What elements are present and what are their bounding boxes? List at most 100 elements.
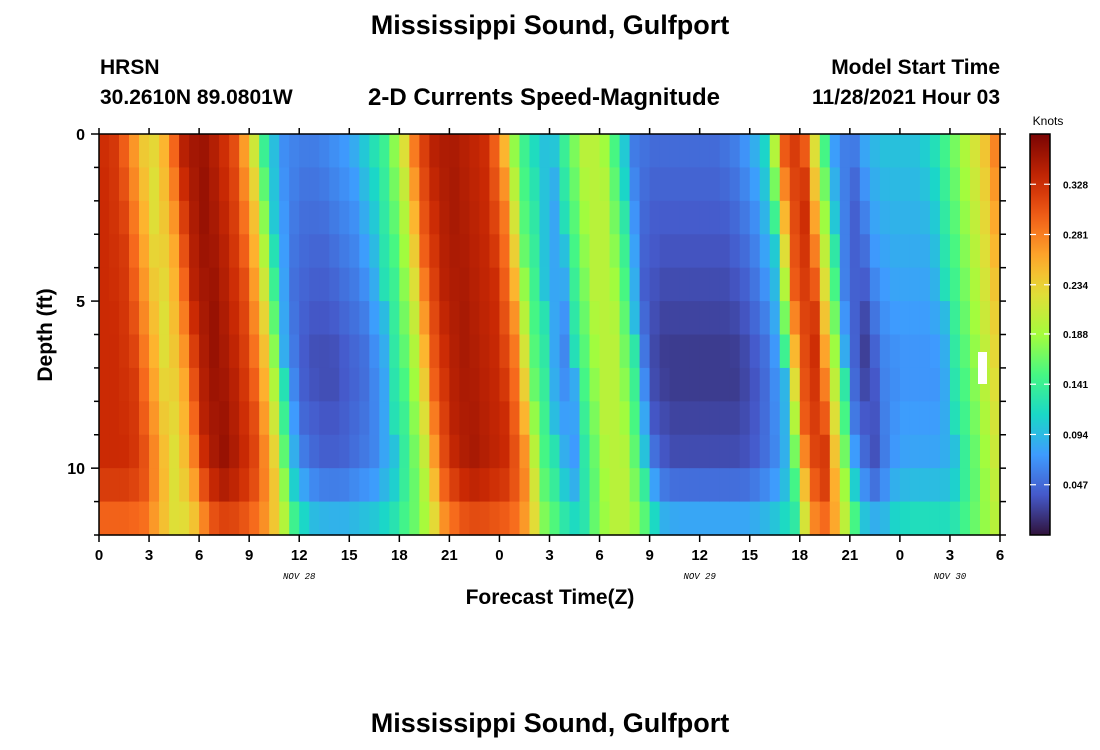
heat-cell (289, 134, 300, 169)
heat-cell (219, 434, 230, 469)
heat-cell (219, 401, 230, 436)
heat-cell (319, 267, 330, 302)
heat-cell (879, 200, 891, 235)
heat-cell (729, 401, 741, 436)
heat-cell (229, 367, 240, 402)
x-tick-label: 12 (691, 547, 708, 564)
model-start-label: Model Start Time (831, 56, 1000, 79)
heat-cell (749, 401, 761, 436)
heat-cell (199, 234, 210, 269)
current-time-marker (978, 352, 987, 384)
heat-cell (599, 200, 611, 235)
heat-cell (639, 367, 651, 402)
heat-cell (229, 334, 240, 369)
heat-cell (959, 301, 971, 336)
heat-cell (149, 468, 160, 503)
heat-cell (619, 167, 631, 202)
heat-cell (309, 134, 320, 169)
heat-cell (989, 468, 1001, 503)
heat-cell (239, 267, 250, 302)
heat-cell (359, 434, 370, 469)
heat-cell (319, 501, 330, 536)
heat-cell (869, 501, 881, 536)
heat-cell (989, 234, 1001, 269)
heat-cell (609, 134, 621, 169)
heat-cell (599, 367, 611, 402)
heat-cell (299, 267, 310, 302)
heat-cell (889, 434, 901, 469)
heat-cell (119, 200, 130, 235)
heat-cell (479, 367, 491, 402)
heat-cell (779, 167, 791, 202)
heat-cell (189, 367, 200, 402)
heat-cell (399, 301, 410, 336)
heat-cell (659, 301, 671, 336)
heat-cell (459, 167, 471, 202)
x-tick-label: 0 (95, 547, 103, 564)
heat-cell (209, 367, 220, 402)
heat-cell (149, 267, 160, 302)
heat-cell (859, 367, 871, 402)
heat-cell (279, 200, 290, 235)
heat-cell (939, 401, 951, 436)
heat-cell (289, 334, 300, 369)
heat-cell (169, 167, 180, 202)
heat-cell (259, 434, 270, 469)
x-tick-label: 9 (245, 547, 253, 564)
heat-cell (599, 234, 611, 269)
heat-cell (579, 234, 591, 269)
heat-cell (929, 501, 941, 536)
heat-cell (709, 167, 721, 202)
heat-cell (859, 234, 871, 269)
heat-cell (489, 167, 501, 202)
heat-cell (549, 234, 561, 269)
heat-cell (599, 301, 611, 336)
heat-cell (199, 134, 210, 169)
x-axis-label: Forecast Time(Z) (466, 586, 635, 609)
heat-cell (709, 267, 721, 302)
heat-cell (259, 468, 270, 503)
heat-cell (259, 501, 270, 536)
heat-cell (779, 301, 791, 336)
heat-cell (249, 334, 260, 369)
heat-cell (689, 234, 701, 269)
heat-cell (969, 134, 981, 169)
heat-cell (579, 167, 591, 202)
heat-cell (279, 468, 290, 503)
heat-cell (259, 200, 270, 235)
station-coordinates: 30.2610N 89.0801W (100, 86, 293, 109)
heat-cell (289, 301, 300, 336)
heat-cell (199, 501, 210, 536)
heat-cell (269, 200, 280, 235)
heat-cell (889, 334, 901, 369)
heat-cell (949, 267, 961, 302)
heat-cell (559, 367, 571, 402)
heat-cell (989, 200, 1001, 235)
heat-cell (479, 200, 491, 235)
heat-cell (349, 267, 360, 302)
heat-cell (329, 334, 340, 369)
heat-cell (889, 167, 901, 202)
heat-cell (479, 434, 491, 469)
heat-cell (609, 501, 621, 536)
heat-cell (329, 301, 340, 336)
heat-cell (919, 267, 931, 302)
heat-cell (809, 334, 821, 369)
heat-cell (699, 234, 711, 269)
heat-cell (549, 334, 561, 369)
heat-cell (509, 167, 521, 202)
heat-cell (819, 468, 831, 503)
heat-cell (709, 200, 721, 235)
heat-cell (669, 367, 681, 402)
heat-cell (549, 468, 561, 503)
heat-cell (159, 267, 170, 302)
heat-cell (99, 501, 110, 536)
heat-cell (719, 401, 731, 436)
heat-cell (639, 301, 651, 336)
heat-cell (699, 367, 711, 402)
heat-cell (359, 234, 370, 269)
heat-cell (979, 401, 991, 436)
heat-cell (129, 200, 140, 235)
heat-cell (909, 401, 921, 436)
heat-cell (849, 167, 861, 202)
